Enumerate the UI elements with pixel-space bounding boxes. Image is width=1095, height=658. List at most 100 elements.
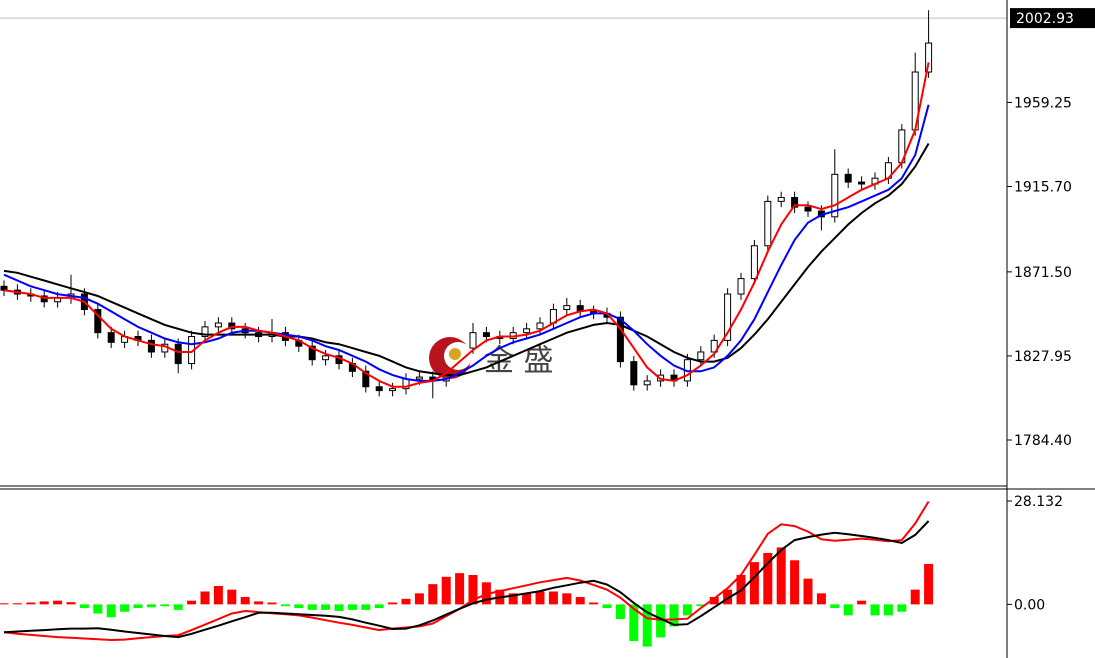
candle-body [415,376,423,380]
histogram-bar [441,576,451,605]
candle-body [375,386,383,392]
candle-body [858,181,866,185]
histogram-bar [763,552,773,605]
histogram-bar [267,602,277,605]
histogram-bar [508,593,518,605]
histogram-bar [602,604,612,609]
histogram-bar [374,604,384,609]
histogram-bar [146,604,156,608]
candle-body [831,173,839,218]
histogram-bar [240,597,250,605]
y-tick-label: 0.00 [1014,597,1045,613]
candle-body [536,322,544,330]
candle-body [750,245,758,280]
histogram-bar [656,604,666,638]
histogram-bar [749,562,759,605]
histogram-bar [187,600,197,605]
histogram-bar [133,604,143,609]
histogram-bar [361,604,371,610]
histogram-bar [307,604,317,610]
histogram-bar [79,604,89,609]
histogram-bar [548,591,558,605]
indicator-line [3,142,930,377]
candle-body [844,173,852,183]
candle-body [308,345,316,361]
histogram-bar [522,593,532,605]
indicator-line [3,62,930,388]
y-tick-label: 1915.70 [1014,180,1072,196]
histogram-bar [468,574,478,605]
watermark-logo [429,337,472,379]
histogram-bar [173,604,183,610]
candle-body [925,42,933,73]
histogram-bar [589,602,599,605]
histogram-bar [347,604,357,610]
candle-body [804,206,812,212]
histogram-bar [562,593,572,605]
histogram-bar [696,604,706,607]
histogram-bar [53,600,63,605]
candle-body [94,308,102,334]
histogram-bar [39,601,49,605]
histogram-bar [910,589,920,605]
histogram-bar [924,563,934,605]
histogram-bar [254,601,264,605]
histogram-bar [106,604,116,618]
candle-body [710,339,718,353]
histogram-bar [66,602,76,605]
candle-body [201,326,209,338]
candle-body [362,370,370,388]
candle-body [469,332,477,349]
y-tick-label: 1784.40 [1014,433,1072,449]
logo-dot [449,348,461,360]
watermark-text: 金 盛 [484,344,554,379]
histogram-bar [790,560,800,605]
histogram-bar [723,589,733,605]
candle-body [791,197,799,208]
y-tick-label: 28.132 [1014,494,1063,510]
y-tick-label: 1959.25 [1014,95,1072,111]
histogram-bar [26,602,36,605]
histogram-bar [883,604,893,616]
histogram-bar [12,603,22,605]
current-price-box [1010,8,1095,29]
histogram-bar [93,604,103,614]
histogram-bar [682,604,692,616]
histogram-bar [642,604,652,647]
histogram-bar [401,598,411,605]
histogram-bar [334,604,344,611]
histogram-bar [535,591,545,605]
histogram-bar [213,585,223,605]
candle-body [643,380,651,386]
candle-body [482,332,490,338]
candle-body [107,332,115,343]
indicator-line [3,500,930,642]
histogram-bar [160,604,170,607]
histogram-bar [294,604,304,609]
histogram-bar [575,597,585,605]
candle-body [0,285,8,291]
candle-body [147,339,155,353]
candle-body [322,355,330,361]
histogram-bar [227,589,237,605]
indicator-line [3,104,930,382]
candle-body [630,361,638,386]
histogram-bar [428,584,438,605]
candle-body [764,200,772,247]
histogram-bar [816,593,826,605]
histogram-bar [455,573,465,605]
candle-body [724,293,732,341]
histogram-bar [843,604,853,616]
histogram-bar [615,604,625,620]
candle-body [616,316,624,363]
y-tick-label: 1871.50 [1014,265,1072,281]
candle-body [214,322,222,328]
histogram-bar [0,603,9,605]
candle-body [174,343,182,365]
candle-body [523,328,531,334]
candle-body [563,305,571,310]
histogram-bar [857,600,867,605]
histogram-bar [629,604,639,642]
histogram-bar [803,578,813,605]
